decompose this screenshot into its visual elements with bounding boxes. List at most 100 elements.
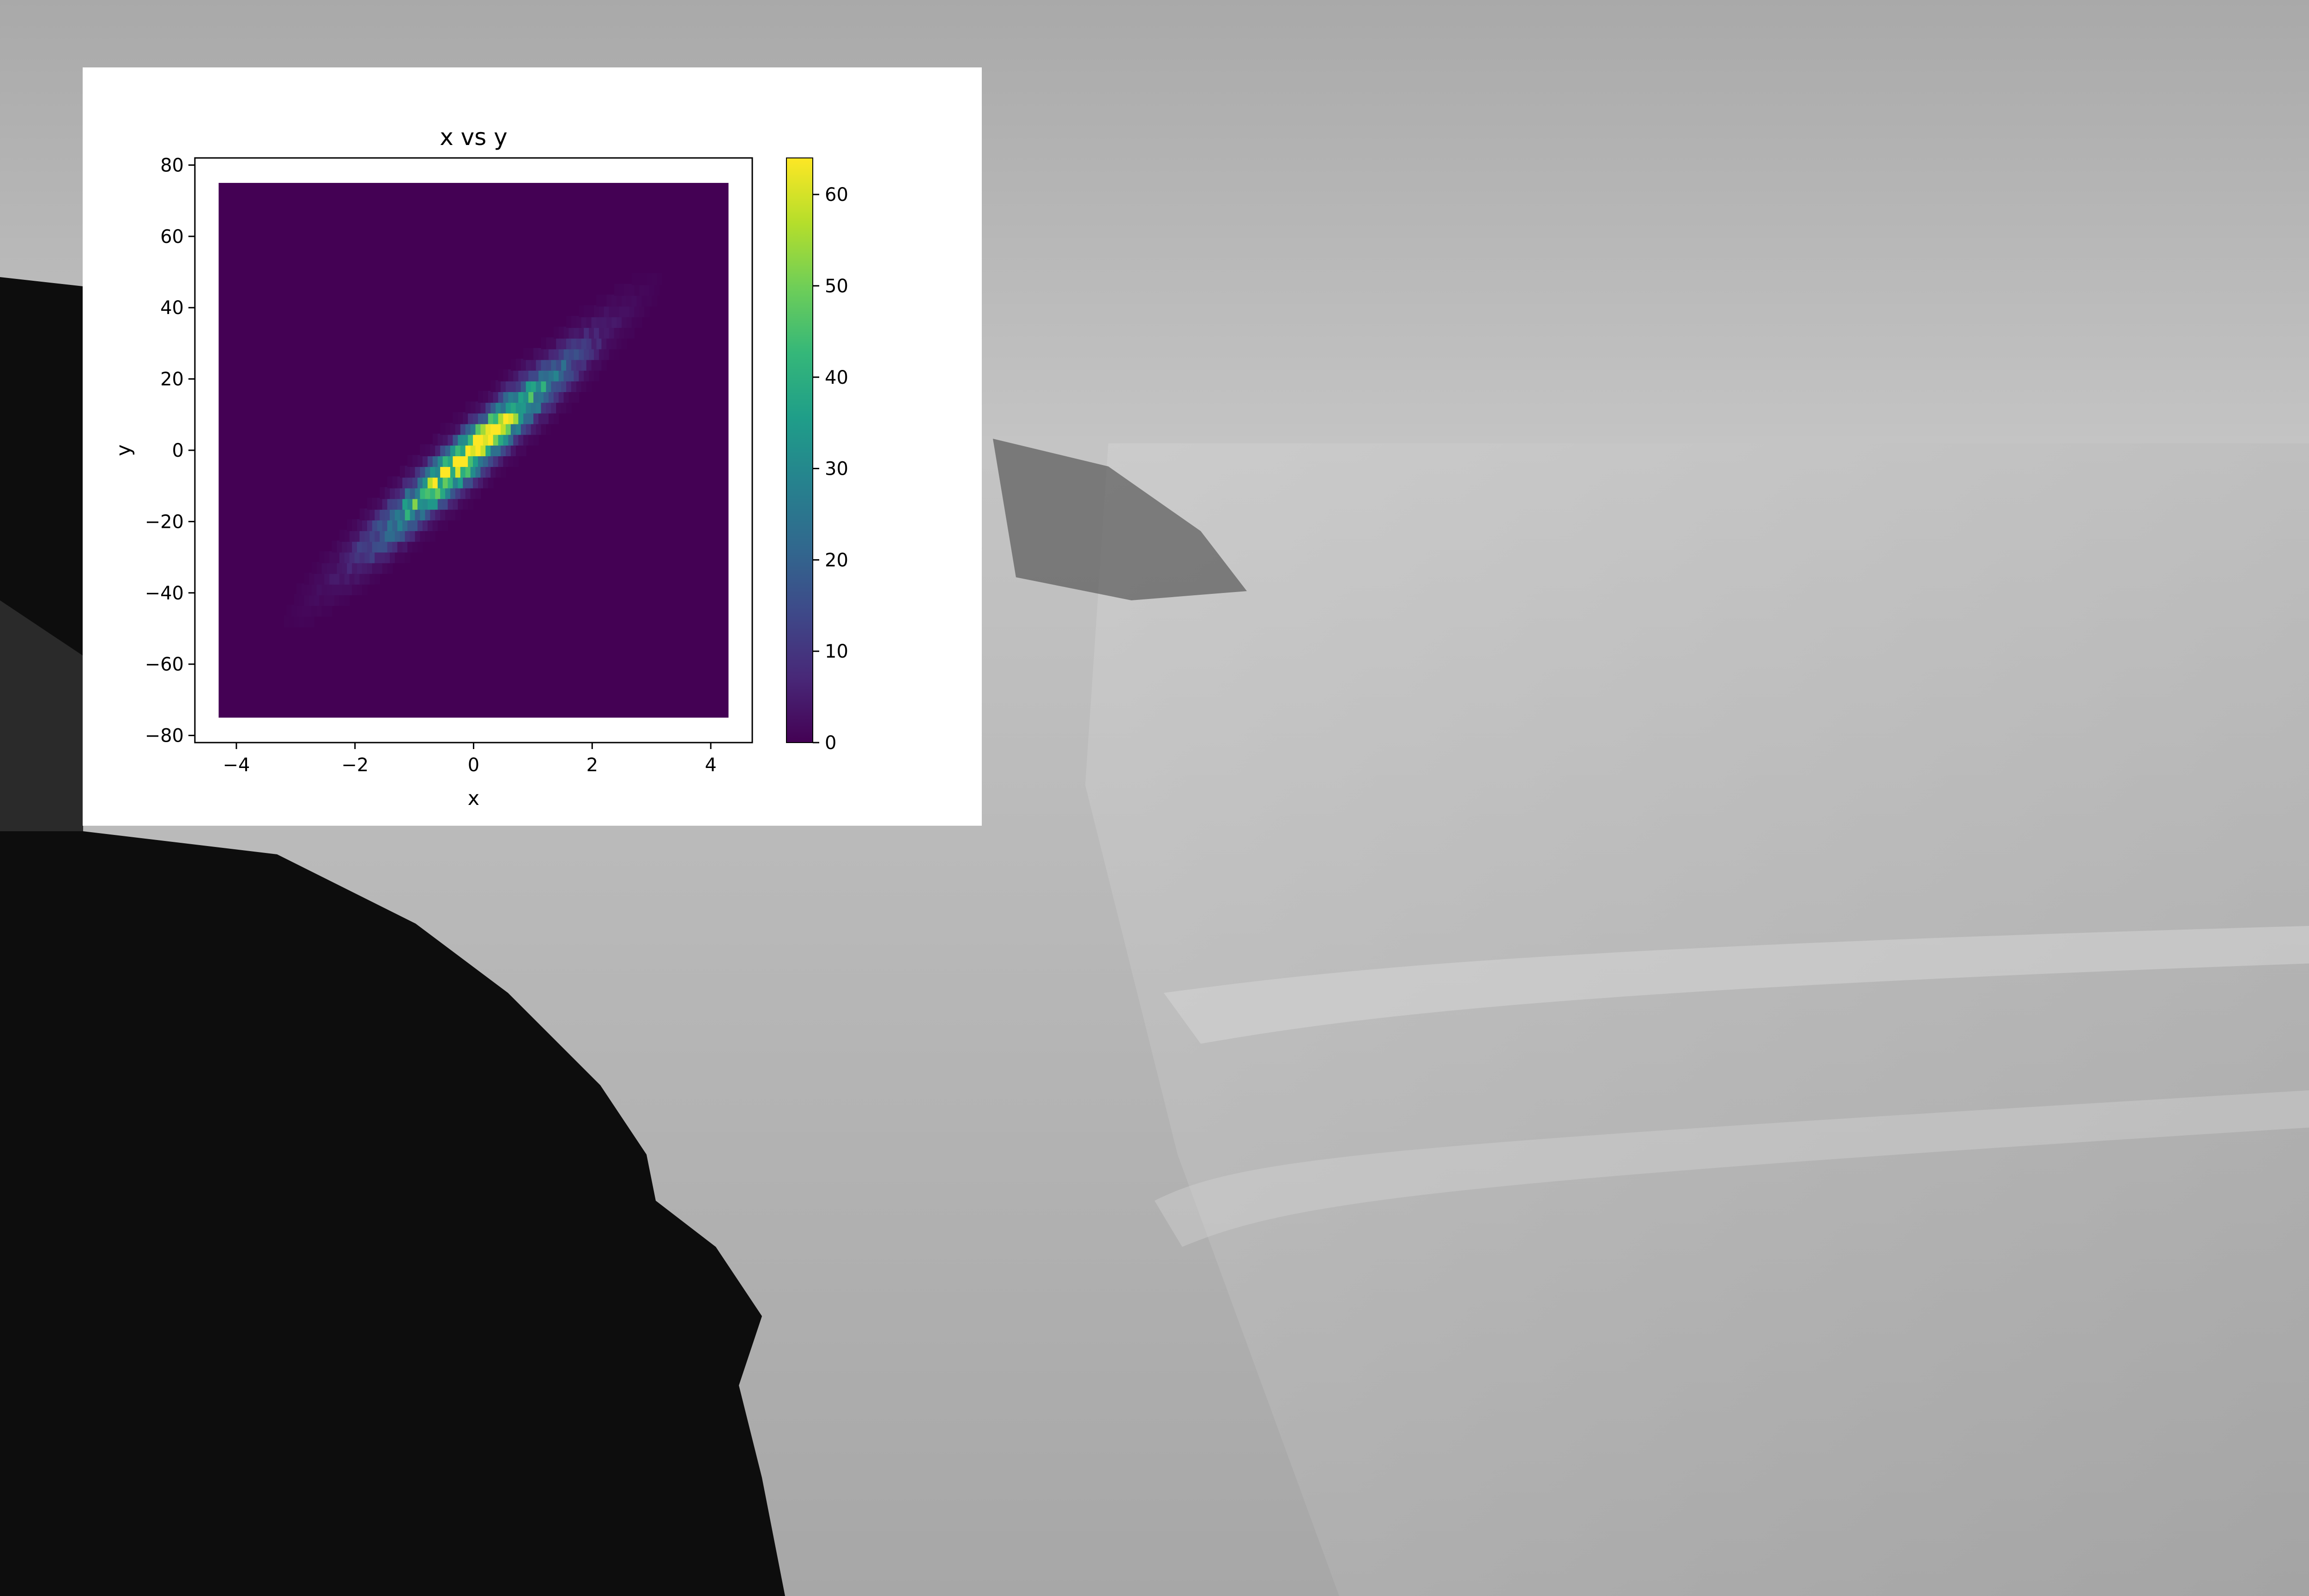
hexbin-cell	[435, 466, 441, 478]
hexbin-cell	[501, 401, 506, 414]
hexbin-cell	[480, 423, 486, 435]
hexbin-cell	[377, 497, 383, 510]
hexbin-cell	[309, 615, 315, 628]
hexbin-cell	[538, 412, 544, 424]
hexbin-cell	[586, 337, 592, 350]
hexbin-cell	[382, 540, 388, 553]
hexbin-cell	[458, 476, 464, 489]
y-tick-label: −60	[145, 654, 184, 675]
hexbin-cell	[430, 466, 436, 478]
hexbin-cell	[498, 433, 504, 446]
hexbin-cell	[626, 316, 632, 328]
hexbin-cell	[394, 487, 400, 499]
y-tick-label: 20	[160, 369, 184, 390]
hexbin-cell	[473, 412, 478, 424]
hexbin-cell	[533, 348, 539, 360]
hexbin-cell	[617, 337, 622, 350]
hexbin-cell	[619, 326, 625, 339]
hexbin-cell	[382, 519, 388, 532]
hexbin-cell	[399, 551, 405, 563]
hexbin-cell	[387, 497, 393, 510]
colorbar-tick-label: 10	[825, 641, 848, 662]
hexbin-cell	[641, 273, 647, 285]
hexbin-cell	[576, 316, 582, 328]
hexbin-cell	[445, 444, 451, 456]
hexbin-cell	[644, 284, 650, 296]
hexbin-cell	[541, 380, 547, 393]
hexbin-cell	[579, 369, 585, 381]
hexbin-cell	[344, 594, 350, 606]
hexbin-cell	[636, 294, 642, 307]
hexbin-cell	[475, 444, 481, 456]
hexbin-cell	[453, 412, 459, 424]
hexbin-cell	[558, 369, 564, 381]
hexbin-cell	[465, 466, 471, 478]
hexbin-cell	[553, 369, 559, 381]
hexbin-cell	[606, 294, 612, 307]
hexbin-cell	[402, 476, 408, 489]
hexbin-cell	[349, 530, 355, 542]
hexbin-cell	[480, 401, 486, 414]
hexbin-cell	[647, 294, 653, 307]
hexbin-cell	[576, 337, 582, 350]
hexbin-cell	[591, 316, 597, 328]
hexbin-cell	[460, 444, 466, 456]
hexbin-cell	[453, 497, 459, 510]
hexbin-cell	[415, 508, 421, 520]
hexbin-cell	[558, 348, 564, 360]
hexbin-cell	[483, 391, 489, 403]
hexbin-cell	[581, 316, 587, 328]
hexbin-cell	[498, 455, 504, 467]
hexbin-cell	[417, 519, 423, 532]
hexbin-cell	[316, 583, 322, 596]
hexbin-cell	[380, 530, 385, 542]
hexbin-cell	[465, 401, 471, 414]
hexbin-cell	[407, 519, 413, 532]
hexbin-cell	[503, 433, 509, 446]
hexbin-cell	[543, 391, 549, 403]
hexbin-cell	[493, 391, 499, 403]
hexbin-cell	[506, 423, 511, 435]
hexbin-cell	[496, 466, 502, 478]
hexbin-cell	[420, 487, 426, 499]
hexbin-cell	[601, 358, 607, 371]
hexbin-cell	[584, 305, 590, 317]
hexbin-cell	[432, 455, 438, 467]
hexbin-cell	[352, 519, 357, 532]
hexbin-cell	[357, 583, 363, 596]
hexbin-cell	[652, 294, 658, 307]
hexbin-cell	[349, 572, 355, 585]
hexbin-cell	[372, 540, 378, 553]
hexbin-cell	[480, 466, 486, 478]
hexbin-cell	[533, 369, 539, 381]
hexbin-cell	[392, 540, 398, 553]
hexbin-cell	[337, 562, 343, 574]
hexbin-cell	[369, 530, 375, 542]
hexbin-cell	[483, 476, 489, 489]
hexbin-cell	[546, 358, 552, 371]
hexbin-cell	[359, 530, 365, 542]
hexbin-cell	[321, 583, 327, 596]
hexbin-cell	[543, 412, 549, 424]
hexbin-cell	[291, 605, 297, 617]
hexbin-cell	[394, 508, 400, 520]
x-axis-ticks: −4 −2 0 2 4	[223, 743, 717, 776]
hexbin-cell	[417, 476, 423, 489]
hexbin-cell	[475, 423, 481, 435]
hexbin-cell	[349, 551, 355, 563]
hexbin-cell	[622, 294, 627, 307]
hexbin-cell	[359, 551, 365, 563]
hexbin-cell	[437, 519, 443, 532]
hexbin-cell	[536, 423, 542, 435]
x-tick-label: −2	[341, 755, 369, 776]
hexbin-cell	[357, 540, 363, 553]
hexbin-cell	[394, 551, 400, 563]
hexbin-cell	[591, 358, 597, 371]
hexbin-cell	[458, 412, 464, 424]
hexbin-cell	[553, 348, 559, 360]
hexbin-cell	[455, 423, 461, 435]
hexbin-cell	[387, 540, 393, 553]
hexbin-cell	[551, 380, 557, 393]
hexbin-cell	[475, 487, 481, 499]
hexbin-cell	[614, 348, 620, 360]
